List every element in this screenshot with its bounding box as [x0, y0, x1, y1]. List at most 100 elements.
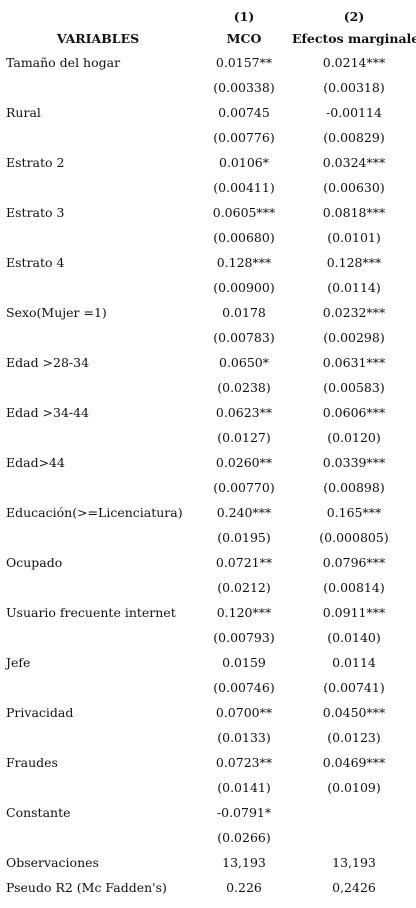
header-empty-cell [0, 6, 196, 28]
marginal-effect-value: (0.0123) [327, 730, 381, 745]
regression-table: (1) (2) VARIABLES MCO Efectos marginales… [0, 6, 416, 900]
variable-label [0, 575, 196, 600]
variables-header: VARIABLES [56, 31, 140, 46]
variable-label: Jefe [6, 655, 31, 670]
variable-label [0, 475, 196, 500]
marginal-effect-value: (0.00583) [323, 380, 385, 395]
mco-value: 0.0723** [215, 755, 273, 770]
marginal-effect-value: (0.0120) [327, 430, 381, 445]
variable-label [0, 275, 196, 300]
table-row: Educación(>=Licenciatura) 0.240*** 0.165**… [0, 500, 416, 525]
col1-header: MCO [226, 31, 262, 46]
mco-value: 0.00745 [218, 105, 270, 120]
mco-value: (0.00770) [213, 480, 275, 495]
mco-value: 0.120*** [216, 605, 272, 620]
variable-label [0, 425, 196, 450]
table-row: (0.0195) (0.000805) [0, 525, 416, 550]
mco-value: (0.0141) [217, 780, 271, 795]
marginal-effect-value: 0.0606*** [322, 405, 386, 420]
table-row: Edad >28-34 0.0650* 0.0631*** [0, 350, 416, 375]
mco-value: 0.0605*** [212, 205, 276, 220]
variable-label: Edad >34-44 [6, 405, 90, 420]
marginal-effect-value: (0.0109) [327, 780, 381, 795]
mco-value: (0.0212) [217, 580, 271, 595]
variable-label: Pseudo R2 (Mc Fadden's) [6, 880, 167, 895]
table-row: Edad >34-44 0.0623** 0.0606*** [0, 400, 416, 425]
table-row: (0.0266) [0, 825, 416, 850]
table-row: (0.0212) (0.00814) [0, 575, 416, 600]
mco-value: 0.0157** [215, 55, 273, 70]
variable-label: Privacidad [6, 705, 74, 720]
variable-label [0, 325, 196, 350]
mco-value: 0.0721** [215, 555, 273, 570]
table-row: (0.0238) (0.00583) [0, 375, 416, 400]
table-row: Estrato 3 0.0605*** 0.0818*** [0, 200, 416, 225]
marginal-effect-value: 0.0469*** [322, 755, 386, 770]
table-row: (0.00770) (0.00898) [0, 475, 416, 500]
table-body: Tamaño del hogar 0.0157** 0.0214*** (0.0033… [0, 50, 416, 900]
variable-label [0, 525, 196, 550]
variable-label [0, 125, 196, 150]
variable-label: Ocupado [6, 555, 63, 570]
mco-value: (0.00776) [213, 130, 275, 145]
variable-label [0, 175, 196, 200]
variable-label [0, 675, 196, 700]
table-row: (0.00680) (0.0101) [0, 225, 416, 250]
variable-label: Edad>44 [6, 455, 65, 470]
marginal-effect-value [292, 825, 416, 850]
col2-header: Efectos marginales [292, 31, 416, 46]
marginal-effect-value: (0.00318) [323, 80, 385, 95]
marginal-effect-value: (0.00814) [323, 580, 385, 595]
table-row: (0.00793) (0.0140) [0, 625, 416, 650]
variable-label: Fraudes [6, 755, 58, 770]
variable-label: Estrato 2 [6, 155, 65, 170]
marginal-effect-value: (0.0114) [327, 280, 381, 295]
col1-number: (1) [233, 9, 255, 24]
table-row: (0.00746) (0.00741) [0, 675, 416, 700]
variable-label [0, 225, 196, 250]
variable-label [0, 375, 196, 400]
mco-value: (0.0127) [217, 430, 271, 445]
variable-label: Educación(>=Licenciatura) [6, 505, 183, 520]
marginal-effect-value: 0.0911*** [322, 605, 386, 620]
table-header: (1) (2) VARIABLES MCO Efectos marginales [0, 6, 416, 50]
marginal-effect-value: -0.00114 [326, 105, 382, 120]
mco-value: 0.0260** [215, 455, 273, 470]
table-row: (0.0127) (0.0120) [0, 425, 416, 450]
table-row: Observaciones 13,193 13,193 [0, 850, 416, 875]
table-row: (0.00776) (0.00829) [0, 125, 416, 150]
mco-value: (0.00793) [213, 630, 275, 645]
variable-label: Constante [6, 805, 71, 820]
mco-value: 0.0623** [215, 405, 273, 420]
mco-value: 0.0178 [222, 305, 266, 320]
table-row: Constante -0.0791* [0, 800, 416, 825]
marginal-effect-value: (0.00829) [323, 130, 385, 145]
marginal-effect-value: (0.000805) [319, 530, 389, 545]
mco-value: 0.128*** [216, 255, 272, 270]
variable-label: Sexo(Mujer =1) [6, 305, 107, 320]
mco-value: (0.0195) [217, 530, 271, 545]
table-row: Privacidad 0.0700** 0.0450*** [0, 700, 416, 725]
marginal-effect-value: 0.165*** [326, 505, 382, 520]
table-row: (0.00783) (0.00298) [0, 325, 416, 350]
variable-label [0, 775, 196, 800]
mco-value: (0.00680) [213, 230, 275, 245]
marginal-effect-value: 0.0450*** [322, 705, 386, 720]
marginal-effect-value: 0.0214*** [322, 55, 386, 70]
variable-label: Estrato 3 [6, 205, 65, 220]
variable-label [0, 825, 196, 850]
marginal-effect-value: 0.128*** [326, 255, 382, 270]
table-row: (0.00900) (0.0114) [0, 275, 416, 300]
marginal-effect-value: (0.00741) [323, 680, 385, 695]
marginal-effect-value: 13,193 [332, 855, 376, 870]
marginal-effect-value: (0.0140) [327, 630, 381, 645]
table-row: Edad>44 0.0260** 0.0339*** [0, 450, 416, 475]
marginal-effect-value: 0.0324*** [322, 155, 386, 170]
table-row: Jefe 0.0159 0.0114 [0, 650, 416, 675]
marginal-effect-value: 0.0339*** [322, 455, 386, 470]
table-row: Estrato 4 0.128*** 0.128*** [0, 250, 416, 275]
variable-label: Estrato 4 [6, 255, 65, 270]
marginal-effect-value: (0.0101) [327, 230, 381, 245]
variable-label [0, 625, 196, 650]
